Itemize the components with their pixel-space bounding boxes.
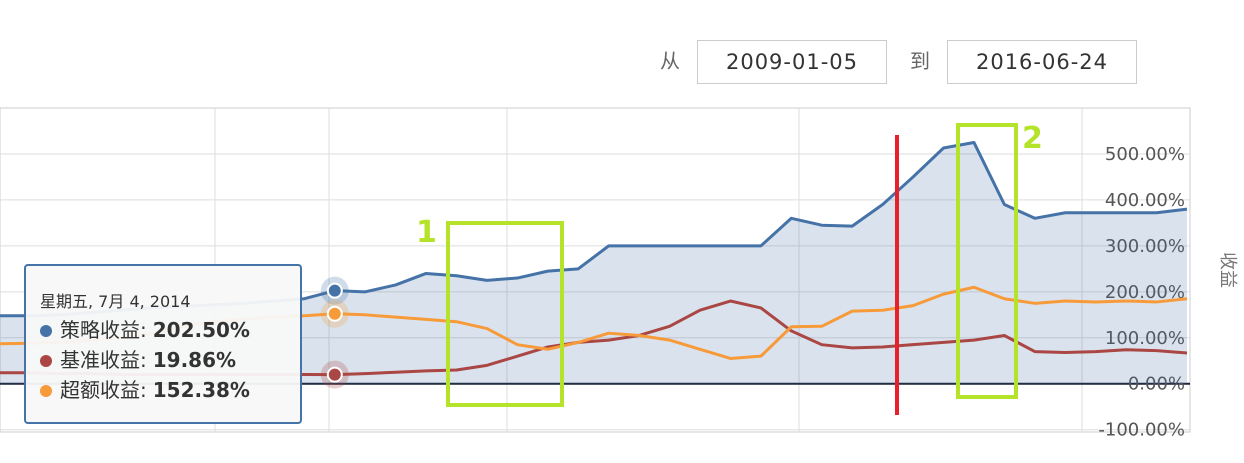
hover-point (326, 305, 343, 322)
tooltip: 星期五, 7月 4, 2014 策略收益: 202.50% 基准收益: 19.86% 超… (24, 264, 302, 424)
tooltip-value: 202.50% (152, 318, 250, 342)
y-axis-title: 收益 (1217, 252, 1238, 288)
from-label: 从 (660, 49, 680, 73)
y-tick-label: 0.00% (1128, 374, 1185, 395)
y-tick-label: 100.00% (1105, 328, 1185, 349)
tooltip-series-name: 策略收益: (60, 318, 147, 342)
hover-point (326, 366, 343, 383)
legend-dot (40, 355, 52, 367)
from-date-input[interactable]: 2009-01-05 (697, 40, 887, 84)
tooltip-row: 策略收益: 202.50% (40, 314, 250, 343)
y-tick-label: -100.00% (1098, 420, 1185, 441)
highlight-box (446, 221, 564, 407)
tooltip-series-name: 基准收益: (60, 348, 147, 372)
annotation: 1 (416, 215, 437, 250)
y-tick-label: 300.00% (1105, 236, 1185, 257)
legend-dot (40, 385, 52, 397)
y-tick-label: 400.00% (1105, 190, 1185, 211)
to-label: 到 (910, 49, 930, 73)
tooltip-value: 152.38% (152, 378, 250, 402)
y-tick-label: 500.00% (1105, 144, 1185, 165)
plot-frame (0, 107, 1191, 433)
hover-point (326, 282, 343, 299)
tooltip-row: 超额收益: 152.38% (40, 374, 250, 403)
tooltip-value: 19.86% (152, 348, 237, 372)
y-tick-label: 200.00% (1105, 282, 1185, 303)
to-date-input[interactable]: 2016-06-24 (947, 40, 1137, 84)
tooltip-series-name: 超额收益: (60, 378, 147, 402)
legend-dot (40, 325, 52, 337)
annotation: 2 (1022, 121, 1043, 156)
tooltip-row: 基准收益: 19.86% (40, 344, 236, 373)
tooltip-date: 星期五, 7月 4, 2014 (40, 292, 191, 311)
highlight-box (956, 123, 1018, 399)
